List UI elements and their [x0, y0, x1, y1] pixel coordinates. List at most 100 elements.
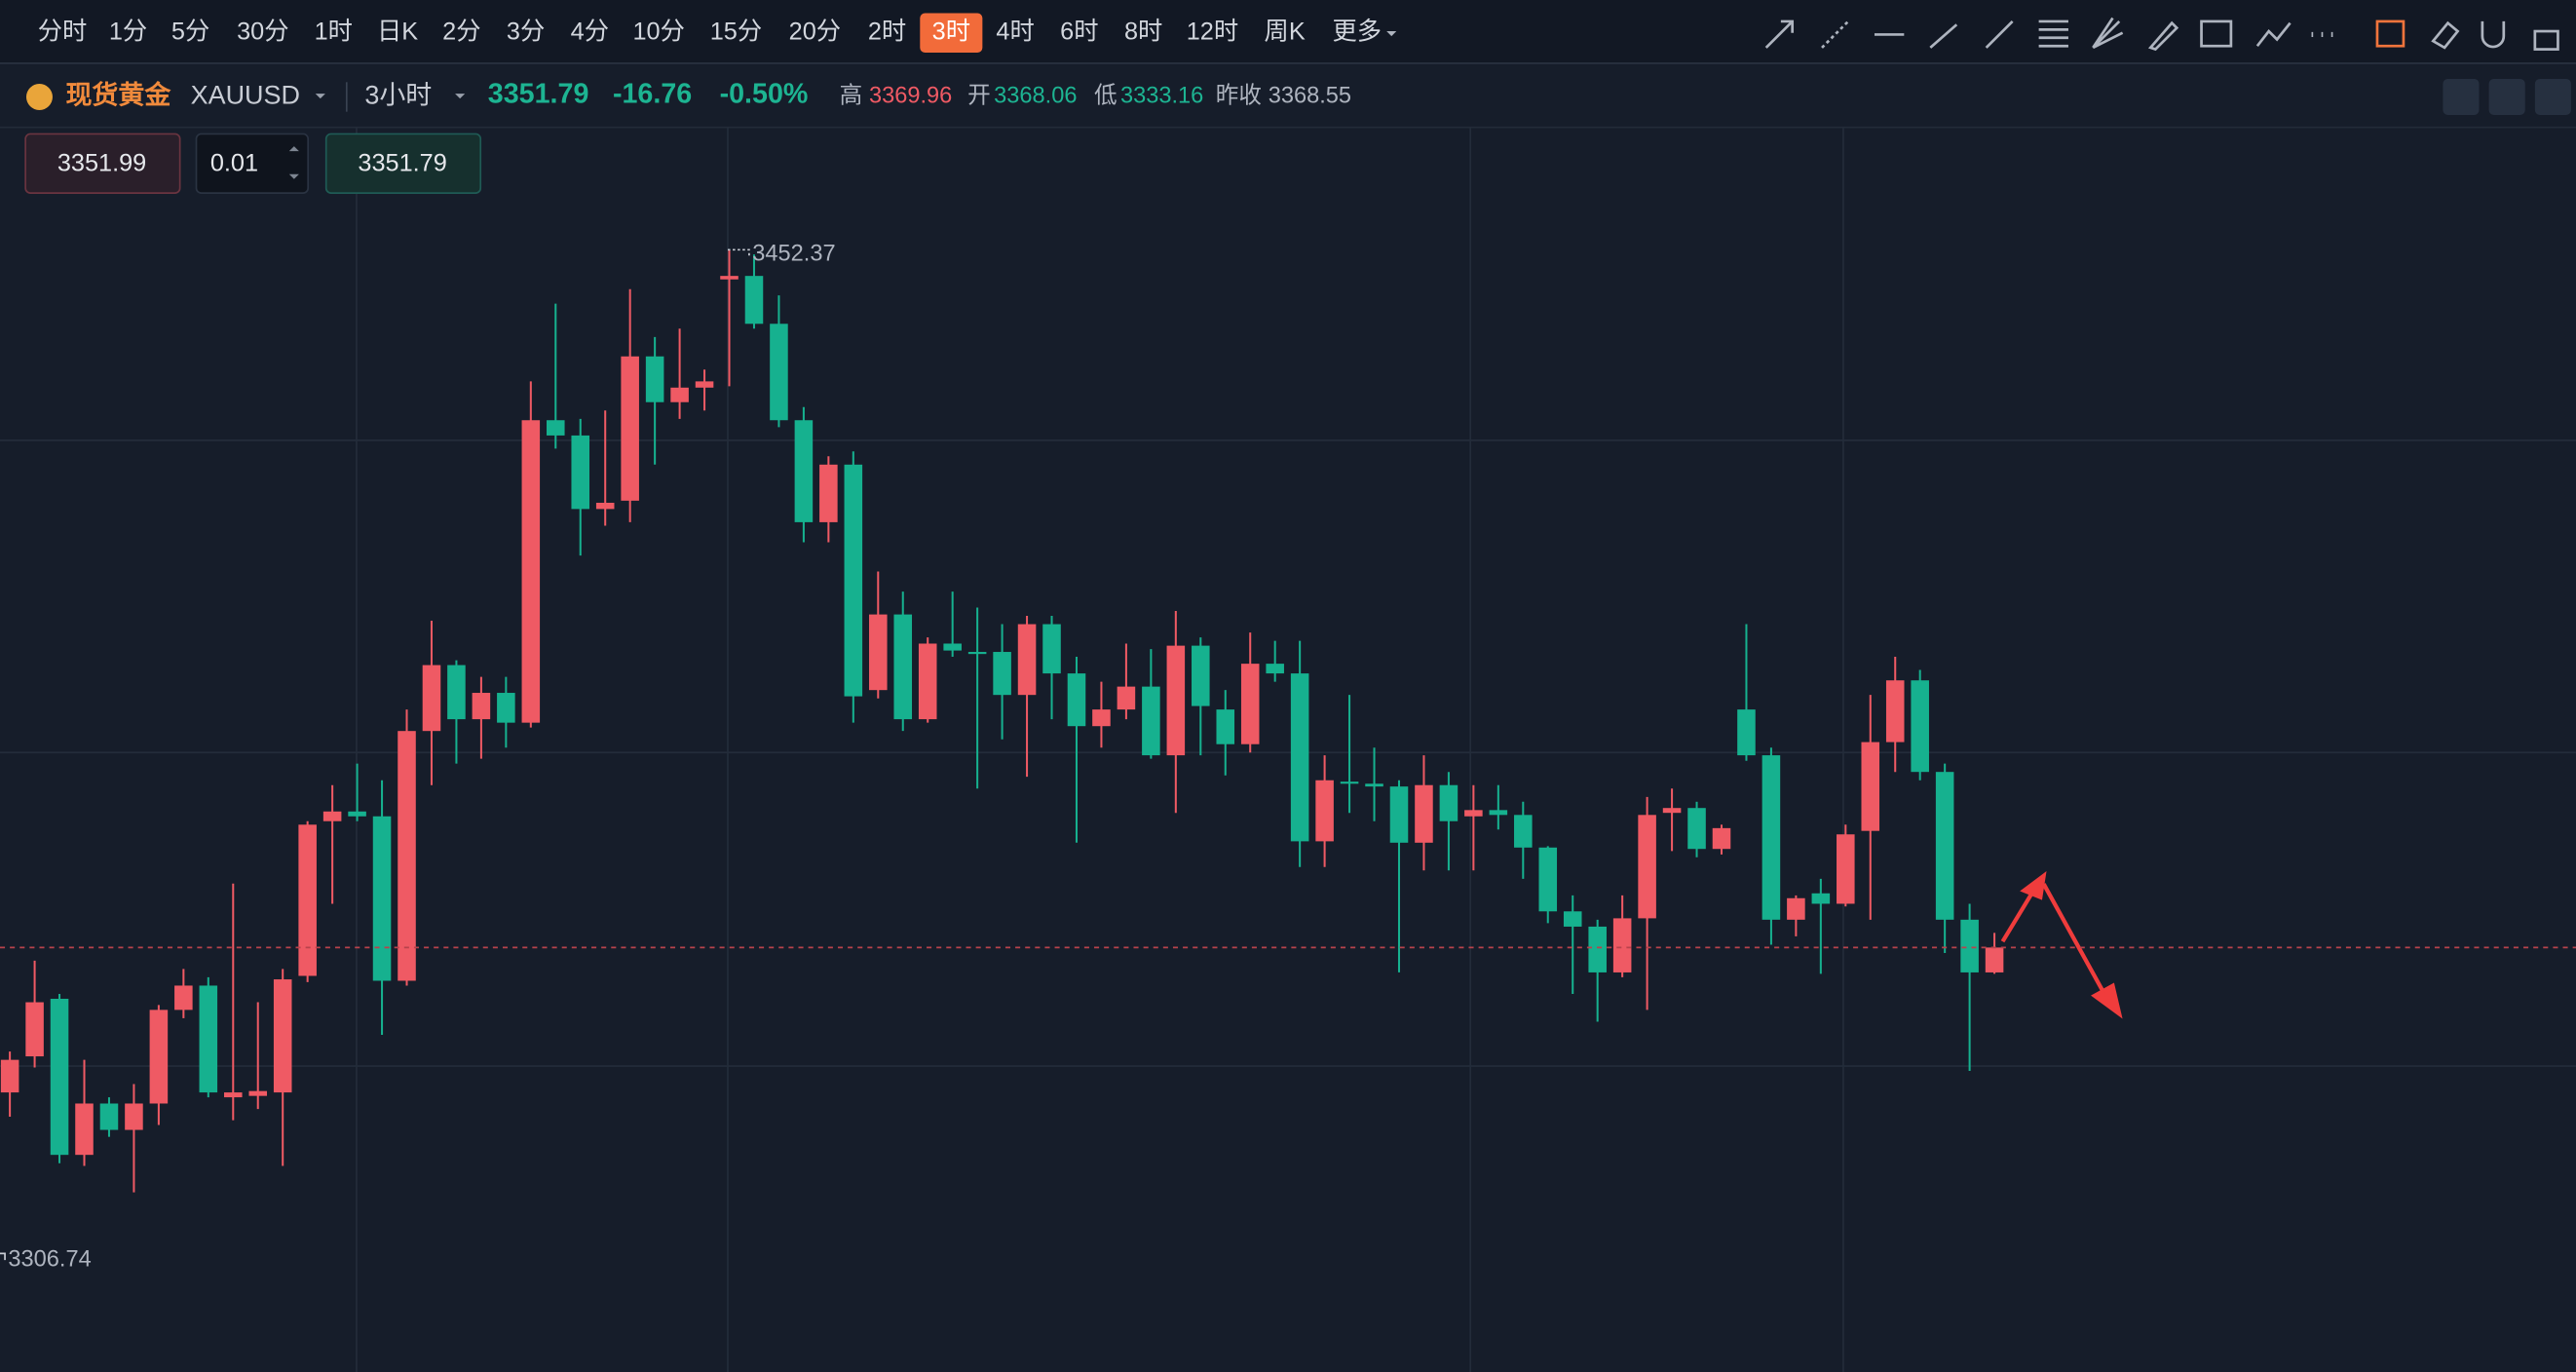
stat-label: 开 — [967, 84, 991, 109]
stat-value: 3333.16 — [1120, 84, 1203, 109]
candle-body — [720, 276, 739, 280]
candle-body — [1240, 664, 1260, 744]
tool-image[interactable] — [2200, 19, 2233, 48]
drawing-tools[interactable] — [1764, 17, 2559, 52]
interval-label[interactable]: 12时 — [1187, 18, 1238, 45]
tool-pen[interactable] — [2147, 20, 2179, 52]
interval-tab[interactable]: 分时 — [38, 18, 88, 45]
interval-tab[interactable]: 周K — [1265, 18, 1306, 45]
tool-magnet[interactable] — [2481, 20, 2506, 49]
candle-body — [645, 356, 664, 402]
interval-tab[interactable]: 15分 — [710, 18, 762, 45]
tool-fib[interactable] — [2038, 19, 2068, 48]
sell-button[interactable] — [24, 133, 181, 194]
buy-button[interactable] — [324, 133, 482, 194]
interval-tab[interactable]: 4时 — [996, 18, 1034, 45]
interval-label[interactable]: 周K — [1265, 18, 1306, 45]
interval-label[interactable]: 日K — [377, 18, 418, 45]
stat-value: 3368.55 — [1269, 84, 1351, 109]
candle-body — [1017, 624, 1037, 696]
interval-label[interactable]: 20分 — [789, 18, 841, 45]
interval-tab[interactable]: 5分 — [171, 18, 209, 45]
quantity-input[interactable] — [195, 133, 310, 194]
interval-label[interactable]: 3分 — [507, 18, 545, 45]
caret — [315, 94, 325, 99]
interval-label[interactable]: 8时 — [1124, 18, 1162, 45]
interval-label[interactable]: 4时 — [996, 18, 1034, 45]
control-button[interactable] — [2443, 78, 2480, 116]
min-label: 3306.74 — [8, 1246, 91, 1272]
order-panel[interactable]: 3351.99 0.01 3351.79 — [24, 133, 482, 194]
candle-body — [1811, 893, 1831, 904]
tool-arrow[interactable] — [1764, 19, 1795, 49]
candle-body — [1142, 686, 1160, 756]
candle-body — [372, 816, 392, 981]
interval-label[interactable]: 10分 — [632, 18, 684, 45]
tool-lock[interactable] — [2533, 29, 2559, 51]
tool-eraser[interactable] — [2431, 20, 2460, 50]
interval-label[interactable]: 2时 — [868, 18, 906, 45]
interval-label[interactable]: 15分 — [710, 18, 762, 45]
candle-body — [770, 324, 788, 421]
candle-body — [1885, 680, 1905, 743]
candle-body — [1935, 772, 1954, 920]
interval-tab[interactable]: 3时 — [920, 13, 983, 53]
quantity[interactable]: 0.01 — [210, 149, 258, 176]
candle-body — [398, 731, 416, 981]
interval-label[interactable]: 30分 — [237, 18, 288, 45]
interval-tab[interactable]: 日K — [377, 18, 418, 45]
interval-label[interactable]: 4分 — [571, 18, 609, 45]
candle-body — [149, 1010, 169, 1104]
tool-fan[interactable] — [2092, 17, 2124, 50]
candle-body — [0, 1059, 19, 1093]
candle-body — [1415, 784, 1433, 843]
tool-pattern[interactable] — [2255, 21, 2292, 48]
interval-tab[interactable]: 20分 — [789, 18, 841, 45]
interval-tab[interactable]: 10分 — [632, 18, 684, 45]
candle-body — [1266, 664, 1284, 674]
interval-tab[interactable]: 1分 — [109, 18, 147, 45]
interval-label[interactable]: 1分 — [109, 18, 147, 45]
interval-label[interactable]: 3时 — [932, 18, 970, 45]
candle-body — [1861, 742, 1880, 831]
control-button[interactable] — [2534, 78, 2571, 116]
tool-trend[interactable] — [1985, 19, 2014, 49]
candle-body — [1389, 786, 1409, 843]
interval-tab[interactable]: 2分 — [442, 18, 480, 45]
interval-tab[interactable]: 更多 — [1333, 18, 1397, 45]
sell-price[interactable]: 3351.99 — [57, 149, 146, 176]
interval-tab[interactable]: 8时 — [1124, 18, 1162, 45]
candle-body — [322, 811, 342, 821]
candle-body — [174, 985, 193, 1010]
interval-tab[interactable]: 30分 — [237, 18, 288, 45]
control-button[interactable] — [2488, 78, 2525, 116]
candle-body — [621, 356, 639, 501]
chart-controls[interactable] — [2443, 78, 2571, 116]
buy-price[interactable]: 3351.79 — [358, 149, 446, 176]
interval-label[interactable]: 更多 — [1333, 18, 1383, 45]
candle-body — [472, 693, 491, 720]
tool-edit[interactable] — [2375, 19, 2406, 48]
interval-label[interactable]: 2分 — [442, 18, 480, 45]
interval-label[interactable]: 1时 — [315, 18, 353, 45]
interval-tab[interactable]: 3分 — [507, 18, 545, 45]
interval-tab[interactable]: 1时 — [315, 18, 353, 45]
stat-label: 昨收 — [1216, 83, 1262, 109]
arrow-head — [2091, 982, 2123, 1019]
interval-label[interactable]: 6时 — [1060, 18, 1098, 45]
tool-segment[interactable] — [1929, 23, 1958, 49]
symbol-code[interactable]: XAUUSD — [191, 81, 300, 110]
interval-tab[interactable]: 6时 — [1060, 18, 1098, 45]
symbol-name[interactable]: 现货黄金 — [65, 80, 171, 110]
candle-body — [1439, 784, 1458, 821]
interval-tab[interactable]: 4分 — [571, 18, 609, 45]
interval-tab[interactable]: 2时 — [868, 18, 906, 45]
interval-label[interactable]: 分时 — [38, 18, 88, 45]
period[interactable]: 3小时 — [364, 81, 432, 110]
candle-body — [1166, 645, 1186, 756]
candle-body — [844, 464, 863, 697]
interval-label[interactable]: 5分 — [171, 18, 209, 45]
max-label: 3452.37 — [752, 242, 835, 267]
interval-tab[interactable]: 12时 — [1187, 18, 1238, 45]
